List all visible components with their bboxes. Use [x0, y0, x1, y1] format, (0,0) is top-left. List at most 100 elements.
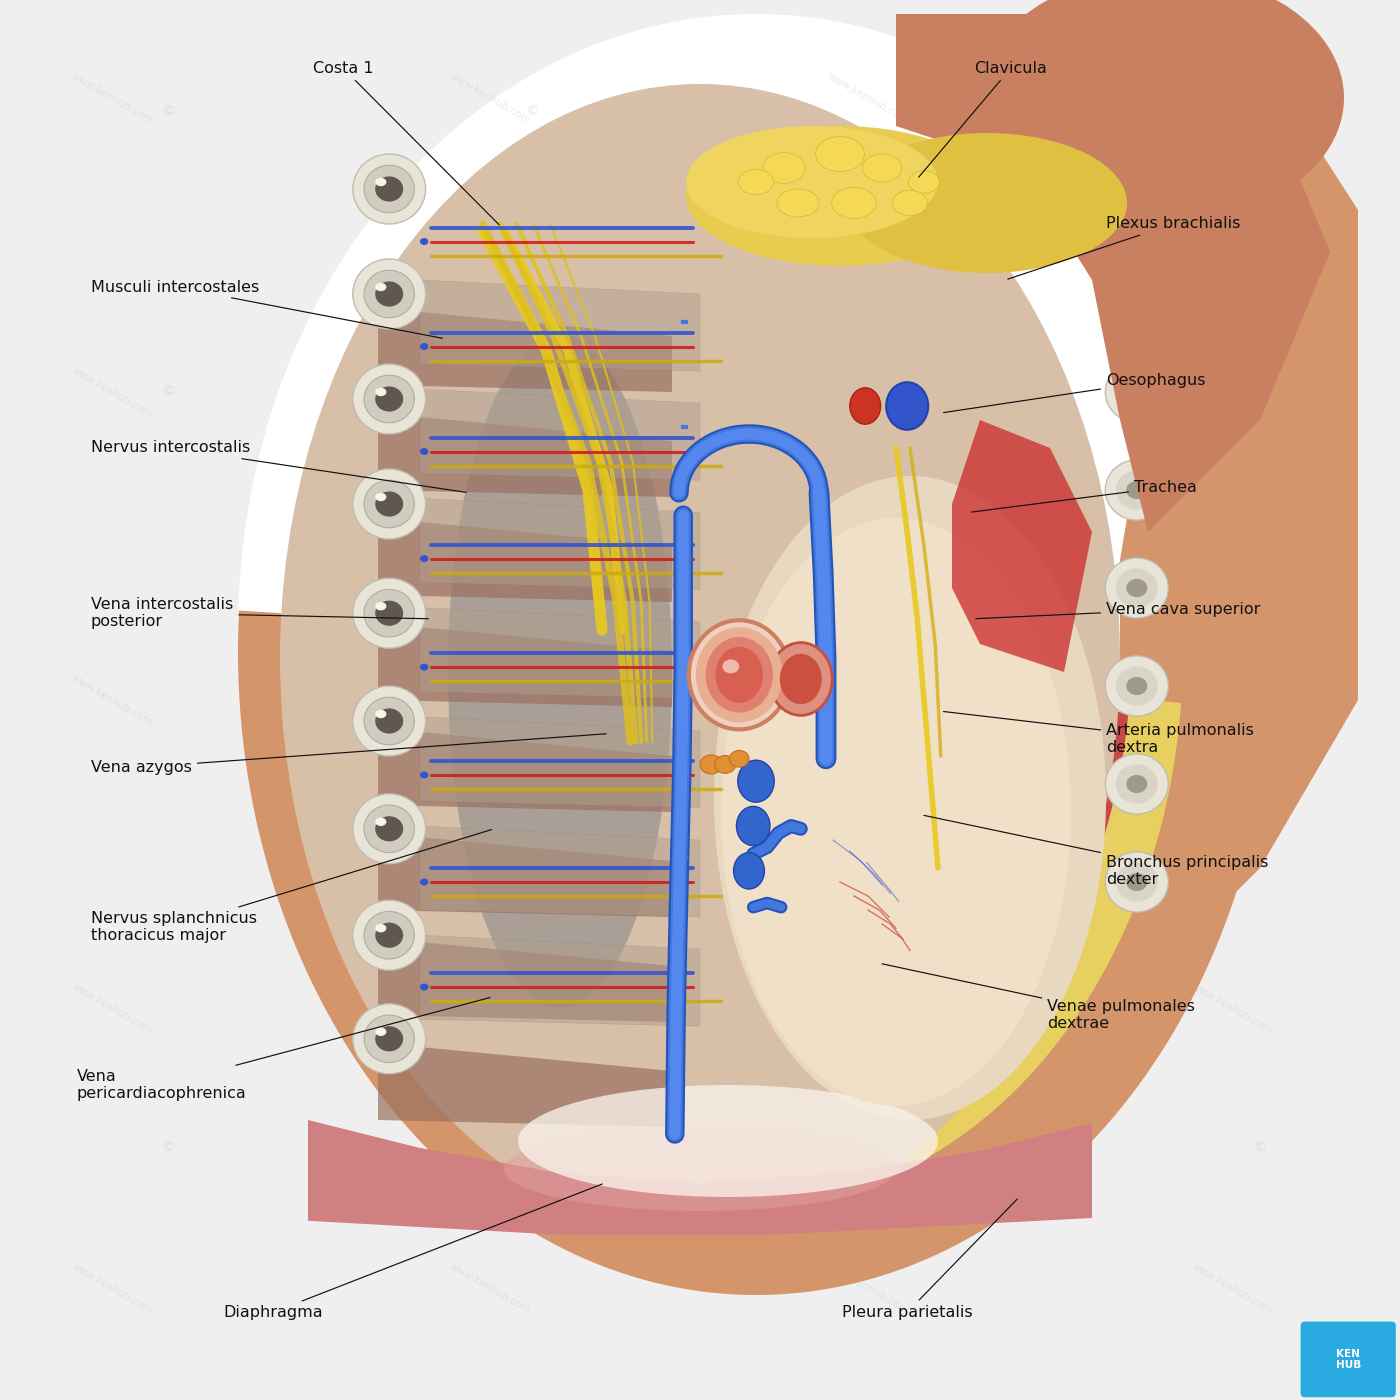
Ellipse shape [1106, 851, 1169, 913]
Ellipse shape [980, 0, 1344, 224]
Text: Bronchus principalis
dexter: Bronchus principalis dexter [924, 815, 1268, 888]
Ellipse shape [364, 911, 414, 959]
Ellipse shape [738, 760, 774, 802]
Text: ©: © [1253, 385, 1267, 399]
Ellipse shape [721, 518, 1071, 1106]
Ellipse shape [1127, 482, 1148, 500]
Ellipse shape [375, 923, 403, 948]
Polygon shape [420, 608, 700, 699]
Polygon shape [238, 610, 1273, 1295]
Text: ©: © [161, 105, 175, 119]
Ellipse shape [696, 627, 783, 722]
Text: ©: © [161, 1141, 175, 1155]
Ellipse shape [353, 900, 426, 970]
Ellipse shape [734, 853, 764, 889]
Ellipse shape [504, 1127, 896, 1211]
Ellipse shape [1106, 655, 1169, 717]
Ellipse shape [722, 659, 739, 673]
Text: Venae pulmonales
dextrae: Venae pulmonales dextrae [882, 963, 1196, 1032]
Text: Trachea: Trachea [972, 480, 1197, 512]
Ellipse shape [1106, 265, 1169, 323]
Ellipse shape [375, 1028, 386, 1036]
Text: ©: © [903, 385, 917, 399]
Text: Vena
pericardiacophrenica: Vena pericardiacophrenica [77, 998, 490, 1102]
Ellipse shape [353, 1004, 426, 1074]
Ellipse shape [893, 190, 927, 216]
Text: Vena cava superior: Vena cava superior [976, 602, 1260, 619]
Ellipse shape [364, 480, 414, 528]
Ellipse shape [448, 336, 672, 1008]
Ellipse shape [832, 188, 876, 218]
Ellipse shape [364, 165, 414, 213]
Ellipse shape [815, 137, 865, 172]
Ellipse shape [850, 388, 881, 424]
Polygon shape [423, 664, 1085, 1096]
Text: www.kenhub.com: www.kenhub.com [826, 364, 910, 420]
Ellipse shape [353, 154, 426, 224]
Polygon shape [378, 938, 672, 1022]
Ellipse shape [420, 343, 428, 350]
Ellipse shape [420, 983, 428, 991]
Text: www.kenhub.com: www.kenhub.com [448, 672, 532, 728]
Polygon shape [420, 935, 700, 1026]
Text: www.kenhub.com: www.kenhub.com [1190, 672, 1274, 728]
Text: www.kenhub.com: www.kenhub.com [70, 70, 154, 126]
Polygon shape [420, 280, 700, 371]
Text: Nervus splanchnicus
thoracicus major: Nervus splanchnicus thoracicus major [91, 830, 491, 944]
Text: www.kenhub.com: www.kenhub.com [826, 980, 910, 1036]
Ellipse shape [375, 281, 403, 307]
Ellipse shape [763, 153, 805, 183]
Ellipse shape [375, 710, 386, 718]
Polygon shape [420, 389, 700, 480]
Text: Diaphragma: Diaphragma [223, 1184, 602, 1320]
Ellipse shape [518, 1085, 938, 1197]
Ellipse shape [714, 476, 1106, 1120]
Ellipse shape [375, 1026, 403, 1051]
Ellipse shape [714, 756, 736, 773]
Text: Musculi intercostales: Musculi intercostales [91, 280, 442, 339]
Text: Arteria pulmonalis
dextra: Arteria pulmonalis dextra [944, 711, 1254, 756]
Ellipse shape [1127, 676, 1148, 696]
Text: www.kenhub.com: www.kenhub.com [70, 672, 154, 728]
Ellipse shape [847, 133, 1127, 273]
Polygon shape [308, 1120, 1092, 1235]
Polygon shape [378, 833, 672, 917]
Text: ©: © [1253, 1141, 1267, 1155]
Polygon shape [329, 634, 1182, 1204]
Text: www.kenhub.com: www.kenhub.com [826, 1260, 910, 1316]
Ellipse shape [1116, 666, 1158, 706]
Text: ©: © [1253, 105, 1267, 119]
Text: ©: © [525, 385, 539, 399]
Text: Pleura parietalis: Pleura parietalis [841, 1198, 1018, 1320]
Text: www.kenhub.com: www.kenhub.com [70, 980, 154, 1036]
Text: ©: © [525, 105, 539, 119]
Ellipse shape [777, 189, 819, 217]
Text: www.kenhub.com: www.kenhub.com [448, 980, 532, 1036]
Polygon shape [381, 651, 1128, 1148]
Text: www.kenhub.com: www.kenhub.com [1190, 980, 1274, 1036]
Ellipse shape [1106, 363, 1169, 423]
Ellipse shape [729, 750, 749, 767]
Text: www.kenhub.com: www.kenhub.com [1190, 364, 1274, 420]
Ellipse shape [420, 771, 428, 778]
Text: www.kenhub.com: www.kenhub.com [448, 364, 532, 420]
Ellipse shape [700, 755, 722, 774]
Text: www.kenhub.com: www.kenhub.com [826, 672, 910, 728]
Polygon shape [378, 413, 672, 497]
Ellipse shape [686, 126, 994, 266]
Ellipse shape [353, 364, 426, 434]
Ellipse shape [238, 14, 1274, 1246]
Ellipse shape [280, 84, 1120, 1232]
Ellipse shape [375, 816, 403, 841]
Ellipse shape [736, 806, 770, 846]
Ellipse shape [364, 589, 414, 637]
Polygon shape [952, 420, 1092, 672]
Ellipse shape [706, 637, 773, 713]
Ellipse shape [353, 794, 426, 864]
Ellipse shape [375, 176, 403, 202]
Ellipse shape [353, 578, 426, 648]
Text: Vena intercostalis
posterior: Vena intercostalis posterior [91, 596, 428, 630]
Ellipse shape [364, 1015, 414, 1063]
Ellipse shape [375, 491, 403, 517]
Text: ©: © [161, 763, 175, 777]
